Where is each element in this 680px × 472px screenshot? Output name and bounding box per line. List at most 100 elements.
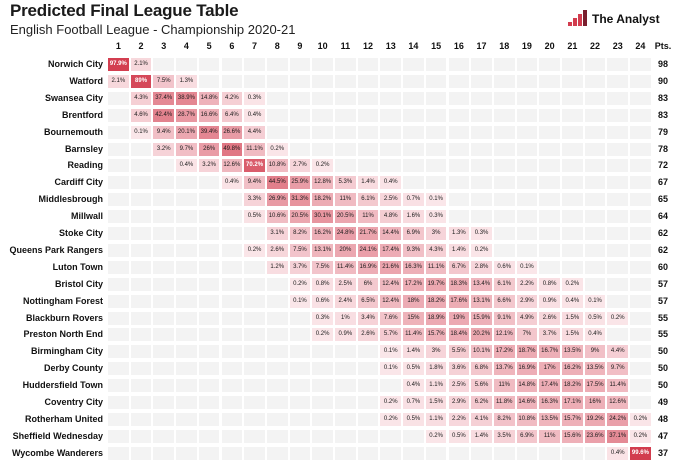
heatmap-cell: 14.6% [515,395,539,410]
heatmap-cell [175,310,198,326]
team-label: Sheffield Wednesday [12,430,103,441]
heatmap-cell [561,259,584,275]
heatmap-cell: 0.4% [561,293,584,309]
heatmap-cell [334,344,357,360]
heatmap-cell [152,411,176,427]
team-label: Nottingham Forest [23,295,103,306]
heatmap-cell [129,293,153,309]
heatmap-cell [583,209,607,225]
heatmap-cell [402,158,425,174]
heatmap-cell: 0.3% [470,226,493,241]
heatmap-cell [492,73,516,89]
heatmap-cell [175,242,198,258]
heatmap-cell [220,327,244,343]
column-header-7: 7 [252,41,258,51]
heatmap-cell: 37.1% [606,428,630,444]
heatmap-cell [606,209,630,225]
heatmap-cell [334,378,357,394]
heatmap-cell: 4.3% [129,90,153,106]
heatmap-cell [606,327,630,343]
heatmap-cell [311,124,334,140]
heatmap-cell: 6.1% [492,276,516,292]
heatmap-cell [447,124,471,140]
heatmap-cell [265,90,289,106]
heatmap-cell [152,242,176,258]
column-header-6: 6 [229,41,235,51]
heatmap-cell: 0.1% [424,192,448,208]
column-header-3: 3 [161,41,167,51]
heatmap-cell [470,209,493,225]
heatmap-cell [152,175,176,191]
heatmap-cell [583,57,607,72]
heatmap-cell [197,344,221,360]
heatmap-cell [197,57,221,72]
heatmap-cell: 11.1% [243,141,266,157]
heatmap-cell: 0.5% [583,310,607,326]
heatmap-cell [515,158,539,174]
heatmap-cell [288,141,312,157]
column-header-21: 21 [567,41,578,51]
heatmap-cell: 20.5% [334,209,357,225]
team-label: Bournemouth [44,126,103,137]
heatmap-cell: 30.1% [311,209,334,225]
heatmap-cell: 1.8% [424,361,448,377]
heatmap-cell: 0.2% [288,276,312,292]
heatmap-cell [379,90,403,106]
heatmap-cell [197,411,221,427]
heatmap-cell: 42.4% [152,107,176,123]
points-value: 49 [657,397,668,407]
heatmap-cell: 1.5% [424,395,448,410]
heatmap-cell: 2.2% [447,411,471,427]
heatmap-cell [175,175,198,191]
heatmap-cell [402,428,425,444]
heatmap-cell [288,395,312,410]
heatmap-cell: 2.4% [334,293,357,309]
heatmap-cell [492,226,516,241]
heatmap-cell: 6.4% [220,107,244,123]
column-header-19: 19 [521,41,532,51]
points-value: 57 [657,278,668,289]
heatmap-cell [265,361,289,377]
heatmap-cell [175,209,198,225]
column-header-15: 15 [431,41,442,51]
heatmap-cell: 25.9% [288,175,312,191]
heatmap-cell: 0.2% [470,242,493,258]
points-value: 55 [657,312,668,323]
heatmap-cell [220,310,244,326]
heatmap-cell: 24.8% [334,226,357,241]
heatmap-cell: 10.6% [265,209,289,225]
heatmap-cell [152,192,176,208]
heatmap-cell [265,293,289,309]
heatmap-cell: 18.9% [424,310,448,326]
heatmap-cell [311,90,334,106]
heatmap-cell [583,445,607,461]
heatmap-cell: 1.4% [402,344,425,360]
heatmap-cell [243,445,266,461]
heatmap-cell [470,141,493,157]
column-header-17: 17 [476,41,487,51]
heatmap-cell [197,226,221,241]
team-label: Luton Town [52,261,103,272]
heatmap-cell [243,310,266,326]
heatmap-cell [265,428,289,444]
heatmap-cell: 6.1% [356,192,380,208]
heatmap-cell [175,395,198,410]
heatmap-cell [606,175,630,191]
heatmap-cell: 11% [334,192,357,208]
team-label: Wycombe Wanderers [11,447,103,458]
heatmap-cell: 0.1% [129,124,153,140]
heatmap-cell: 17.2% [492,344,516,360]
heatmap-cell: 16.2% [561,361,584,377]
heatmap-cell: 3.6% [447,361,471,377]
heatmap-cell [515,107,539,123]
heatmap-cell: 16.2% [311,226,334,241]
column-header-9: 9 [297,41,303,51]
heatmap-cell [424,141,448,157]
heatmap-cell [629,141,652,157]
heatmap-cell: 19% [447,310,471,326]
heatmap-cell: 17.2% [402,276,425,292]
heatmap-cell [561,90,584,106]
heatmap-cell [197,428,221,444]
heatmap-cell [561,141,584,157]
heatmap-cell: 17% [538,361,561,377]
